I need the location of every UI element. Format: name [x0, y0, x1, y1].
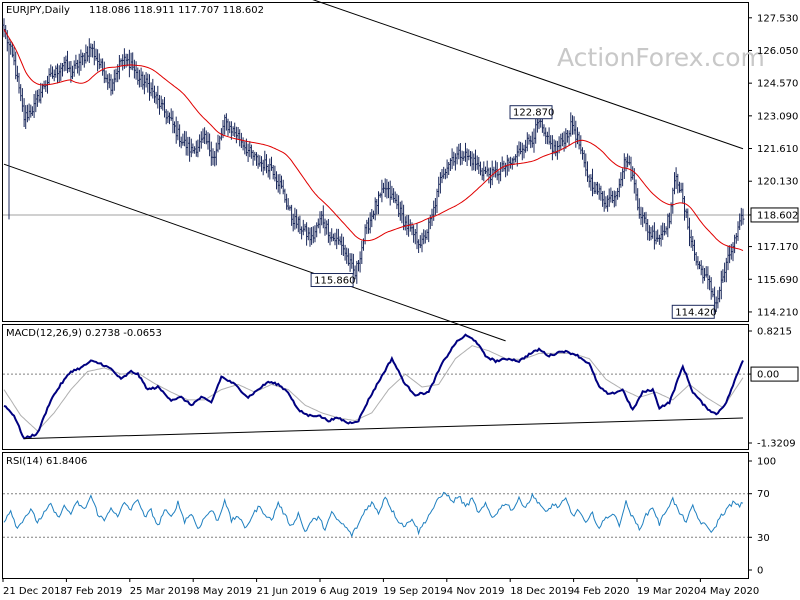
- macd-panel: [2, 324, 749, 450]
- date-label-0: 21 Dec 2018: [3, 586, 67, 597]
- macd-series: [3, 333, 748, 440]
- swing-label-box-2: [671, 304, 715, 319]
- date-label-9: 4 Feb 2020: [574, 586, 630, 597]
- moving-average-line: [3, 29, 744, 252]
- rsi-tick-label-0: 100: [757, 457, 776, 468]
- swing-label-2: 114.420: [675, 307, 716, 318]
- swing-label-1: 115.860: [314, 276, 355, 287]
- price-title: EURJPY,Daily: [6, 5, 70, 16]
- price-bars: [2, 18, 745, 313]
- swing-label-box-0: [509, 105, 553, 120]
- macd-tick-label-0: 0.8215: [757, 327, 792, 338]
- last-price-label-box: [750, 207, 799, 223]
- date-label-6: 19 Sep 2019: [383, 586, 446, 597]
- swing-label-box-1: [310, 273, 354, 288]
- channel-line-1: [312, 0, 744, 150]
- date-label-1: 7 Feb 2019: [66, 586, 122, 597]
- rsi-line: [3, 491, 744, 538]
- rsi-tick-label-3: 0: [757, 566, 763, 577]
- macd-trendline: [24, 417, 744, 440]
- rsi-series: [3, 491, 748, 538]
- price-tick-label-2: 124.570: [757, 79, 798, 90]
- price-tick-label-7: 115.690: [757, 275, 798, 286]
- last-price-label: 118.602: [757, 210, 798, 221]
- rsi-title: RSI(14) 61.8406: [6, 456, 87, 467]
- watermark: ActionForex.com: [557, 43, 765, 72]
- price-panel: [2, 2, 749, 322]
- price-tick-label-4: 121.610: [757, 144, 798, 155]
- price-tick-label-3: 123.090: [757, 111, 798, 122]
- macd-tick-label-1: 0.00: [757, 370, 779, 381]
- channel-line-0: [3, 163, 506, 342]
- date-label-8: 18 Dec 2019: [510, 586, 574, 597]
- date-label-10: 19 Mar 2020: [637, 586, 700, 597]
- macd-line: [3, 333, 744, 440]
- rsi-tick-label-1: 70: [757, 489, 770, 500]
- rsi-tick-label-2: 30: [757, 533, 770, 544]
- ohlc-label: 118.086 118.911 117.707 118.602: [89, 5, 264, 16]
- price-tick-label-8: 114.210: [757, 307, 798, 318]
- date-label-5: 6 Aug 2019: [320, 586, 378, 597]
- price-tick-label-5: 120.130: [757, 177, 798, 188]
- price-tick-label-1: 126.050: [757, 46, 798, 57]
- date-label-11: 4 May 2020: [700, 586, 759, 597]
- price-series: 122.870 115.860 114.420: [2, 0, 748, 342]
- axes: 127.530 126.050 124.570 123.090 121.610 120.1…: [2, 13, 799, 597]
- date-label-3: 8 May 2019: [193, 586, 252, 597]
- macd-tick-label-2: -1.3209: [757, 439, 796, 450]
- price-tick-label-6: 117.170: [757, 242, 798, 253]
- macd-tick-label-1-box: [750, 366, 799, 382]
- rsi-panel: [2, 452, 749, 579]
- date-label-4: 21 Jun 2019: [257, 586, 317, 597]
- date-label-2: 25 Mar 2019: [130, 586, 193, 597]
- price-tick-label-0: 127.530: [757, 13, 798, 24]
- swing-label-0: 122.870: [513, 108, 554, 119]
- macd-title: MACD(12,26,9) 0.2738 -0.0653: [6, 328, 162, 339]
- date-label-7: 4 Nov 2019: [447, 586, 505, 597]
